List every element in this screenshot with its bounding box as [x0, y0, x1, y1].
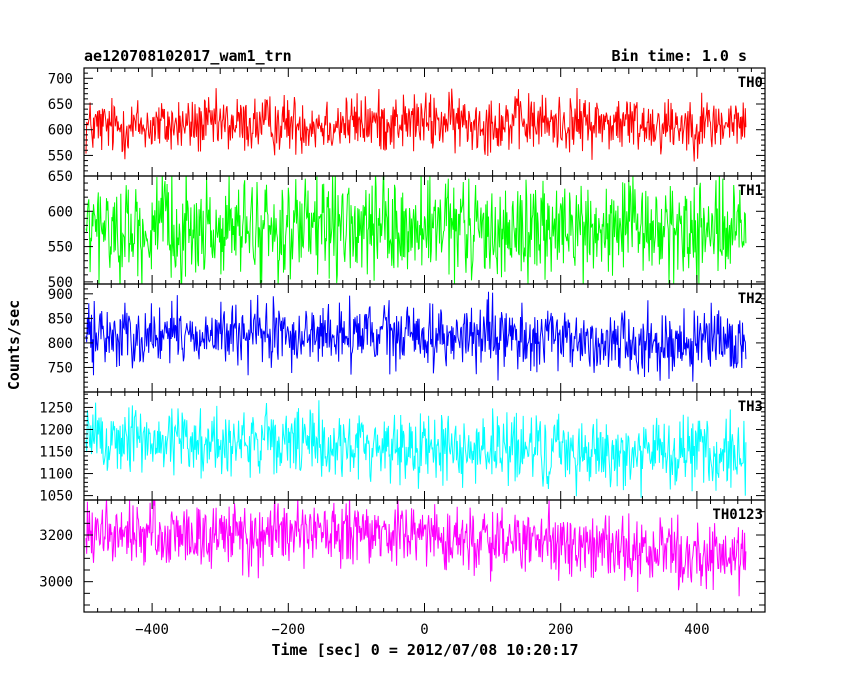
- panel-label-th2: TH2: [738, 291, 763, 307]
- y-tick-label: 1100: [39, 467, 73, 483]
- x-tick-label: −400: [135, 622, 169, 638]
- panel-th0: 550 600 650 700 TH0: [48, 67, 766, 177]
- y-tick-label: 1050: [39, 489, 73, 505]
- panel-th3: 1050 1100 1150 1200 1250 TH3: [39, 391, 766, 505]
- series-line-th0123: [85, 500, 747, 597]
- x-axis-title: Time [sec] 0 = 2012/07/08 10:20:17: [271, 641, 578, 659]
- y-tick-label: 1200: [39, 422, 73, 438]
- x-axis: −400 −200 0 200 400: [83, 68, 766, 638]
- panel-label-th0123: TH0123: [712, 507, 763, 523]
- panel-label-th0: TH0: [738, 75, 763, 91]
- x-tick-label: 0: [420, 622, 428, 638]
- y-tick-label: 600: [48, 123, 73, 139]
- y-tick-label: 500: [48, 275, 73, 291]
- bin-time-label: Bin time: 1.0 s: [612, 47, 747, 65]
- y-tick-label: 550: [48, 148, 73, 164]
- panel-th1: 500 550 600 650 TH1: [48, 169, 766, 291]
- x-tick-label: −200: [271, 622, 305, 638]
- chart-title: ae120708102017_wam1_trn: [84, 47, 292, 65]
- y-tick-label: 1150: [39, 445, 73, 461]
- y-tick-label: 550: [48, 240, 73, 256]
- y-axis-title: Counts/sec: [5, 300, 23, 390]
- y-tick-label: 1250: [39, 400, 73, 416]
- y-tick-label: 3000: [39, 575, 73, 591]
- y-tick-label: 3200: [39, 528, 73, 544]
- panel-frame: [83, 391, 766, 501]
- y-tick-label: 650: [48, 169, 73, 185]
- panel-stack: 550 600 650 700 TH0 500 550 600 650 TH1 750 800 850 9…: [39, 67, 766, 613]
- series-line-th1: [85, 176, 747, 284]
- y-tick-label: 750: [48, 360, 73, 376]
- y-tick-label: 850: [48, 311, 73, 327]
- panel-label-th1: TH1: [738, 183, 763, 199]
- y-tick-label: 700: [48, 71, 73, 87]
- series-line-th0: [85, 87, 747, 162]
- panel-th2: 750 800 850 900 TH2: [48, 283, 766, 393]
- y-tick-label: 900: [48, 287, 73, 303]
- y-tick-label: 600: [48, 204, 73, 220]
- y-tick-label: 650: [48, 97, 73, 113]
- panel-th0123: 3000 3200 TH0123: [39, 499, 766, 613]
- series-line-th3: [85, 400, 747, 498]
- y-tick-label: 800: [48, 336, 73, 352]
- series-line-th2: [85, 291, 747, 382]
- x-tick-label: 200: [548, 622, 573, 638]
- x-tick-label: 400: [684, 622, 709, 638]
- panel-label-th3: TH3: [738, 399, 763, 415]
